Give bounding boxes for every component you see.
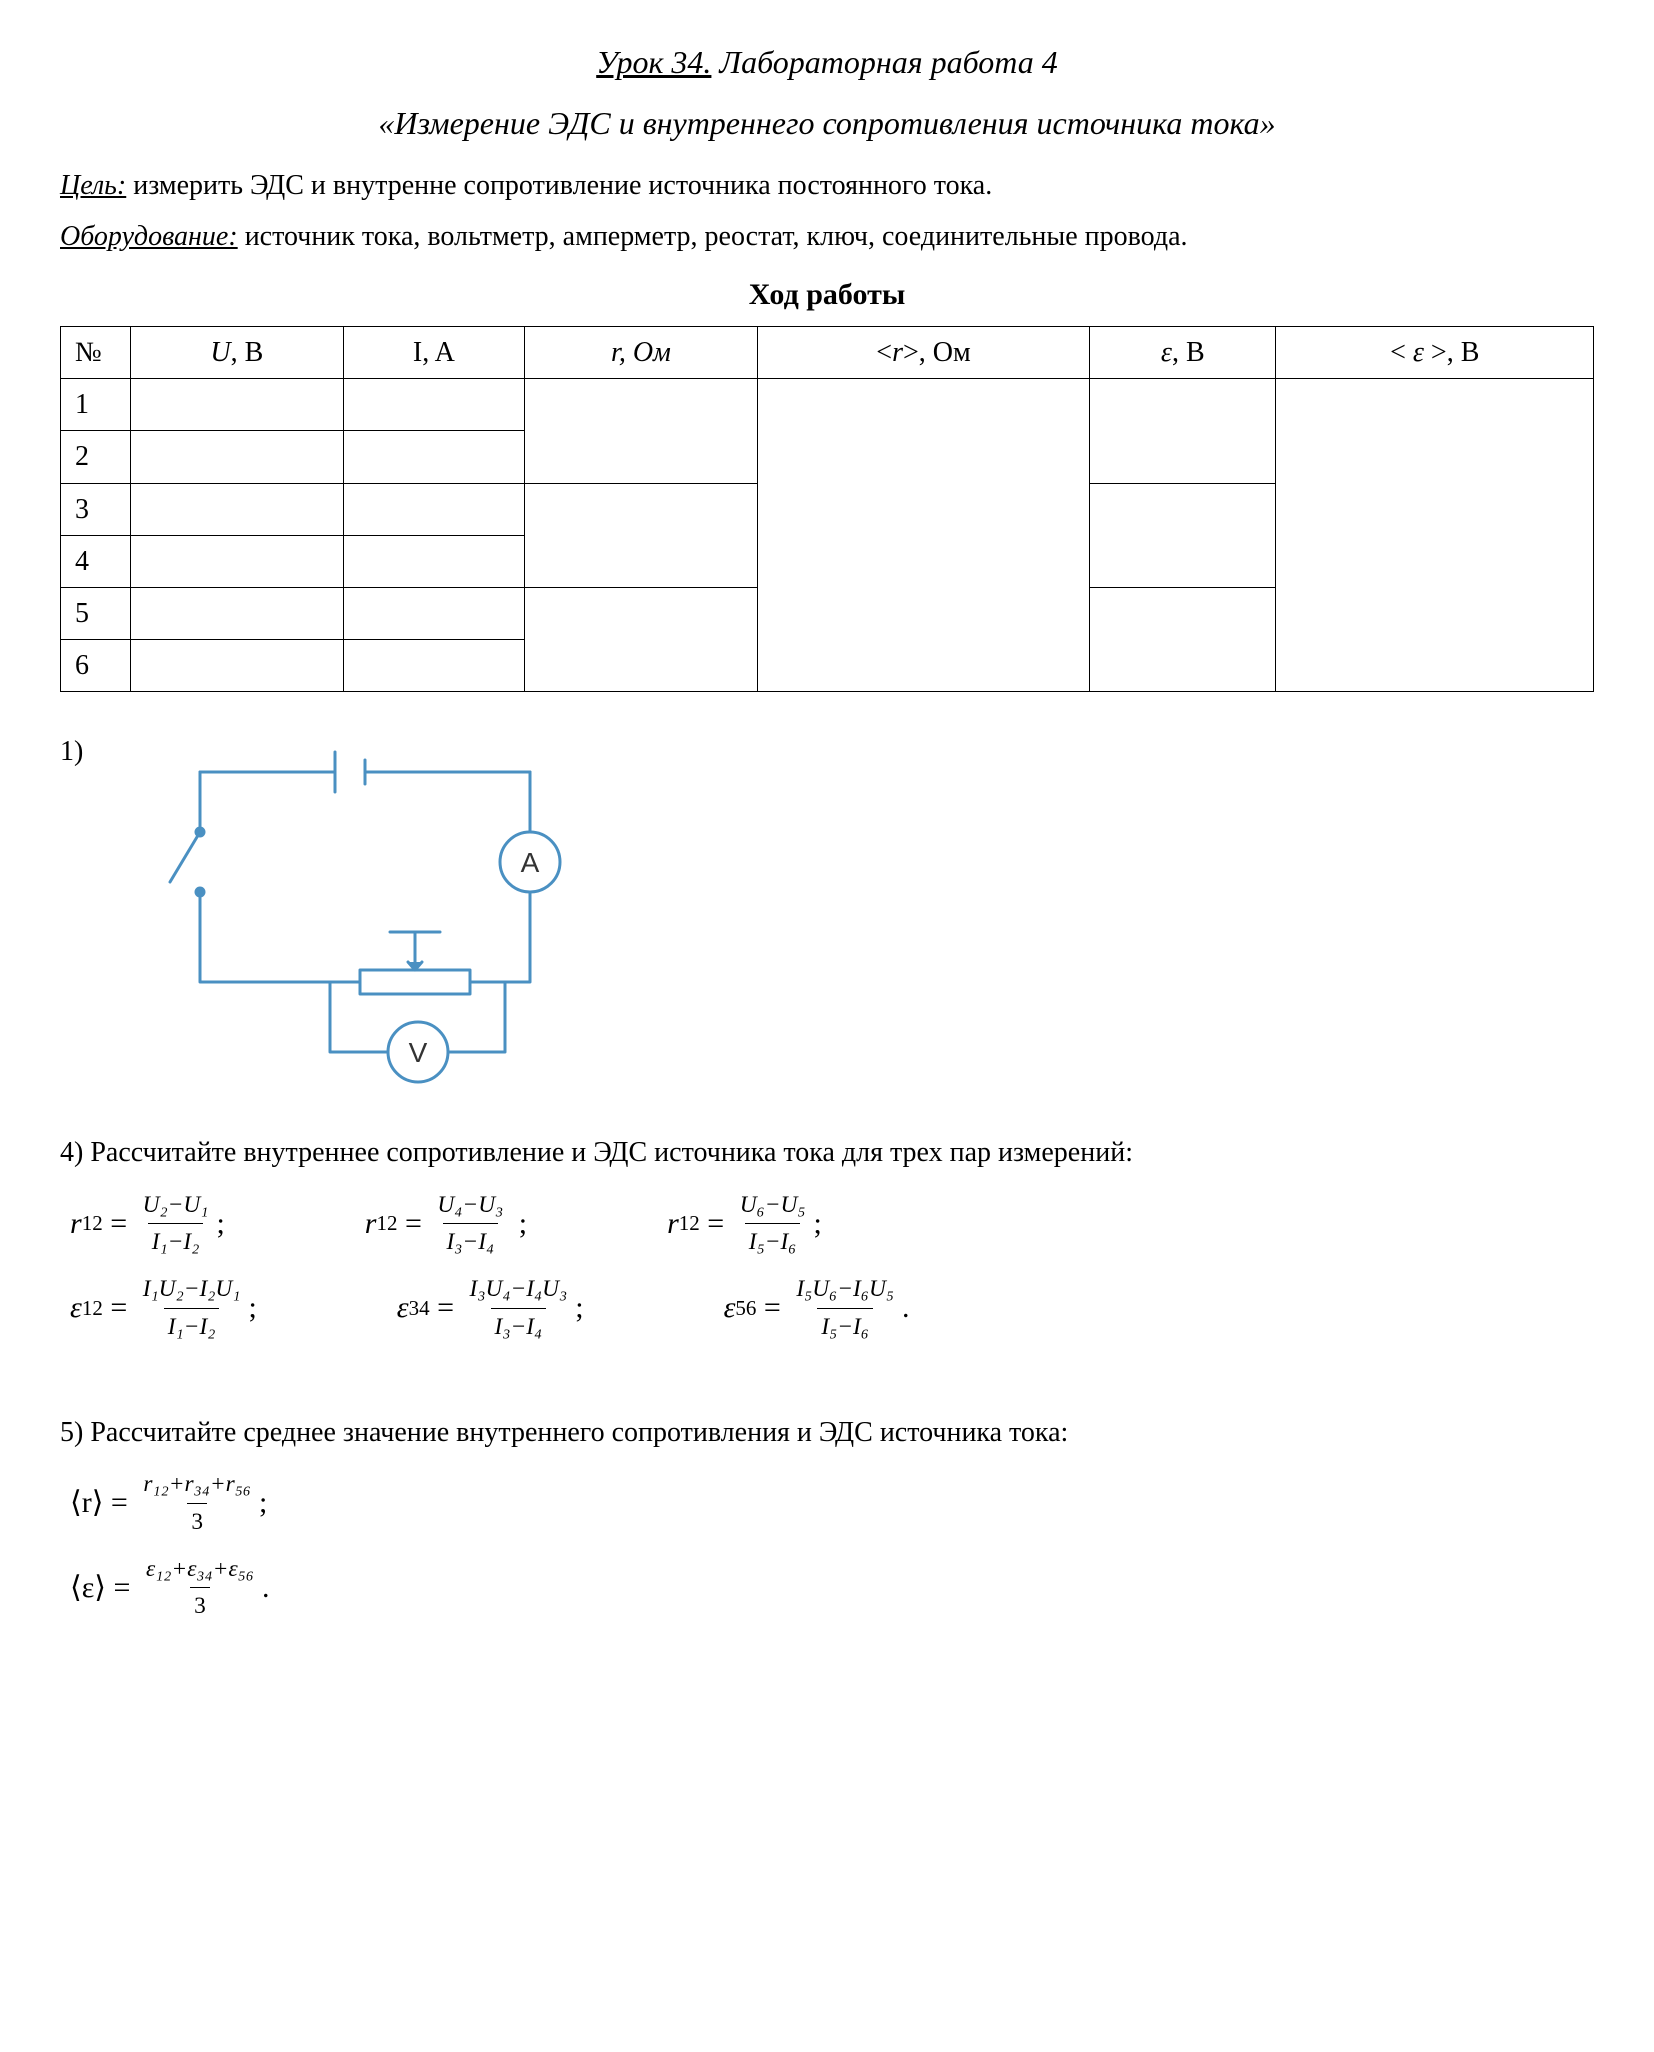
formula-r12-c: r12 = U₆−U₅I₅−I₆; [667, 1189, 822, 1260]
cell-eps [1090, 379, 1276, 483]
procedure-header: Ход работы [60, 274, 1594, 316]
step5-text: 5) Рассчитайте среднее значение внутренн… [60, 1413, 1594, 1452]
col-eps-avg: < ε >, В [1276, 326, 1594, 378]
cell-r [525, 587, 758, 691]
circuit-diagram: A V [110, 732, 590, 1103]
row-num: 6 [61, 640, 131, 692]
cell-i [343, 587, 524, 639]
formula-r12-a: r12 = U₂−U₁I₁−I₂; [70, 1189, 225, 1260]
table-row: 1 [61, 379, 1594, 431]
cell-u [131, 483, 344, 535]
cell-r [525, 483, 758, 587]
cell-u [131, 431, 344, 483]
formula-r-avg: ⟨r⟩ = r₁₂+r₃₄+r₅₆3; [60, 1468, 1594, 1539]
ammeter-label: A [521, 847, 540, 878]
cell-u [131, 535, 344, 587]
cell-i [343, 379, 524, 431]
goal-text: измерить ЭДС и внутренне сопротивление и… [133, 170, 992, 201]
goal-label: Цель: [60, 170, 126, 201]
voltmeter-label: V [409, 1037, 428, 1068]
step1-label: 1) [60, 732, 83, 771]
lesson-subtitle: «Измерение ЭДС и внутреннего сопротивлен… [60, 101, 1594, 146]
cell-i [343, 431, 524, 483]
formulas-r-row: r12 = U₂−U₁I₁−I₂; r12 = U₄−U₃I₃−I₄ ; r12… [60, 1189, 1594, 1260]
cell-eps-avg [1276, 379, 1594, 692]
formula-eps34: ε34 = I₃U₄−I₄U₃I₃−I₄; [397, 1273, 584, 1344]
col-r: r, Ом [525, 326, 758, 378]
cell-r-avg [757, 379, 1089, 692]
formula-r12-b: r12 = U₄−U₃I₃−I₄ ; [365, 1189, 527, 1260]
cell-r [525, 379, 758, 483]
cell-i [343, 483, 524, 535]
equipment-paragraph: Оборудование: источник тока, вольтметр, … [60, 217, 1594, 256]
cell-eps [1090, 483, 1276, 587]
cell-u [131, 640, 344, 692]
col-r-avg: <r>, Ом [757, 326, 1089, 378]
cell-u [131, 587, 344, 639]
row-num: 3 [61, 483, 131, 535]
step4-text: 4) Рассчитайте внутреннее сопротивление … [60, 1133, 1594, 1172]
circuit-section: 1) [60, 732, 1594, 1103]
lesson-prefix: Урок 34. [596, 44, 711, 80]
lesson-title: Урок 34. Лабораторная работа 4 [60, 40, 1594, 85]
formula-eps12: ε12 = I₁U₂−I₂U₁I₁−I₂; [70, 1273, 257, 1344]
goal-paragraph: Цель: измерить ЭДС и внутренне сопротивл… [60, 166, 1594, 205]
equipment-text: источник тока, вольтметр, амперметр, рео… [245, 221, 1188, 252]
row-num: 5 [61, 587, 131, 639]
col-eps: ε, В [1090, 326, 1276, 378]
col-num: № [61, 326, 131, 378]
formulas-eps-row: ε12 = I₁U₂−I₂U₁I₁−I₂; ε34 = I₃U₄−I₄U₃I₃−… [60, 1273, 1594, 1344]
data-table: № U, В I, A r, Ом <r>, Ом ε, В < ε >, В … [60, 326, 1594, 692]
row-num: 4 [61, 535, 131, 587]
col-i: I, A [343, 326, 524, 378]
equipment-label: Оборудование: [60, 221, 238, 252]
cell-i [343, 640, 524, 692]
cell-u [131, 379, 344, 431]
row-num: 1 [61, 379, 131, 431]
formula-eps-avg: ⟨ε⟩ = ε₁₂+ε₃₄+ε₅₆3. [60, 1553, 1594, 1624]
row-num: 2 [61, 431, 131, 483]
cell-eps [1090, 587, 1276, 691]
lesson-title-text: Лабораторная работа 4 [719, 44, 1057, 80]
formula-eps56: ε56 = I₅U₆−I₆U₅I₅−I₆. [724, 1273, 910, 1344]
cell-i [343, 535, 524, 587]
col-u: U, В [131, 326, 344, 378]
